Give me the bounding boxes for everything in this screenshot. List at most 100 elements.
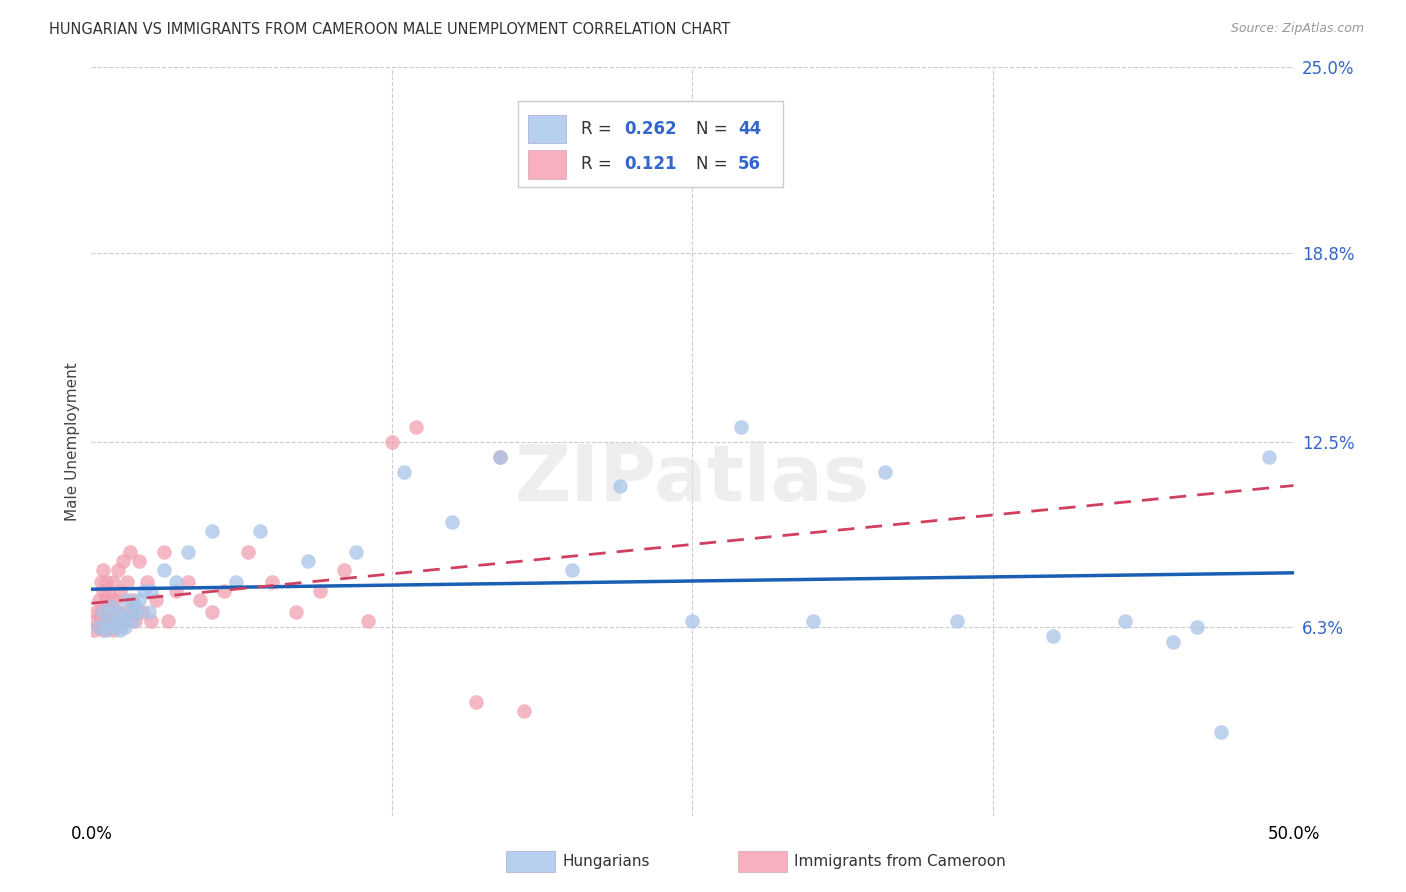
Point: [333, 563, 356, 577]
Point: [465, 695, 488, 709]
Point: [83, 624, 105, 638]
Point: [118, 545, 141, 559]
Point: [117, 575, 139, 590]
Point: [249, 524, 271, 539]
Point: [111, 611, 134, 625]
Point: [93, 584, 115, 599]
Point: [114, 620, 136, 634]
Point: [94, 575, 117, 590]
Text: R =: R =: [581, 120, 617, 138]
Text: N =: N =: [696, 155, 733, 173]
Point: [489, 450, 512, 464]
Point: [101, 620, 124, 634]
Point: [489, 450, 512, 464]
Point: [201, 524, 224, 539]
Point: [165, 575, 187, 590]
Text: HUNGARIAN VS IMMIGRANTS FROM CAMEROON MALE UNEMPLOYMENT CORRELATION CHART: HUNGARIAN VS IMMIGRANTS FROM CAMEROON MA…: [49, 22, 731, 37]
Text: 0.262: 0.262: [624, 120, 676, 138]
Point: [107, 563, 129, 577]
Text: ZIPatlas: ZIPatlas: [515, 441, 870, 517]
Point: [392, 465, 415, 479]
Point: [100, 593, 122, 607]
Point: [801, 615, 824, 629]
Point: [284, 606, 307, 620]
Point: [297, 554, 319, 568]
Point: [145, 593, 167, 607]
Point: [381, 434, 404, 449]
Point: [84, 606, 107, 620]
Point: [152, 563, 174, 577]
Point: [87, 593, 110, 607]
Point: [125, 606, 148, 620]
Point: [201, 606, 224, 620]
Point: [114, 606, 136, 620]
Point: [1042, 629, 1064, 643]
Y-axis label: Male Unemployment: Male Unemployment: [65, 362, 80, 521]
Text: 56: 56: [738, 155, 761, 173]
Point: [111, 554, 134, 568]
Point: [357, 615, 380, 629]
Point: [110, 624, 132, 638]
Point: [107, 606, 129, 620]
Point: [152, 545, 174, 559]
Point: [225, 575, 247, 590]
Point: [405, 419, 427, 434]
Point: [138, 606, 160, 620]
Point: [308, 584, 330, 599]
Text: Hungarians: Hungarians: [562, 855, 650, 869]
Point: [440, 516, 463, 530]
Point: [561, 563, 583, 577]
Point: [212, 584, 235, 599]
Point: [681, 615, 703, 629]
Point: [104, 593, 127, 607]
Point: [97, 606, 120, 620]
Point: [188, 593, 211, 607]
Point: [873, 465, 896, 479]
Text: 0.121: 0.121: [624, 155, 676, 173]
Point: [141, 615, 163, 629]
Point: [90, 615, 112, 629]
Point: [128, 554, 150, 568]
Point: [260, 575, 283, 590]
Text: R =: R =: [581, 155, 617, 173]
Point: [141, 584, 163, 599]
Point: [131, 606, 153, 620]
Point: [134, 584, 156, 599]
Point: [93, 624, 115, 638]
Point: [513, 704, 536, 718]
FancyBboxPatch shape: [527, 115, 567, 144]
Point: [1161, 635, 1184, 649]
Point: [609, 479, 631, 493]
Point: [101, 575, 124, 590]
Point: [93, 606, 115, 620]
Point: [110, 584, 132, 599]
Point: [90, 575, 112, 590]
Point: [176, 575, 198, 590]
Point: [100, 615, 122, 629]
Point: [97, 620, 120, 634]
Point: [101, 624, 124, 638]
Point: [157, 615, 180, 629]
Point: [100, 599, 122, 614]
Point: [165, 584, 187, 599]
Point: [97, 584, 120, 599]
Point: [111, 615, 134, 629]
Point: [121, 593, 143, 607]
Point: [236, 545, 259, 559]
Point: [94, 615, 117, 629]
Text: Immigrants from Cameroon: Immigrants from Cameroon: [794, 855, 1007, 869]
Point: [104, 615, 127, 629]
FancyBboxPatch shape: [527, 150, 567, 178]
Point: [104, 615, 127, 629]
Point: [117, 593, 139, 607]
Point: [946, 615, 969, 629]
Point: [97, 615, 120, 629]
Point: [128, 593, 150, 607]
Point: [1114, 615, 1136, 629]
Point: [1258, 450, 1281, 464]
Point: [730, 419, 752, 434]
Point: [94, 593, 117, 607]
Point: [124, 615, 146, 629]
Point: [135, 575, 157, 590]
Point: [90, 606, 112, 620]
